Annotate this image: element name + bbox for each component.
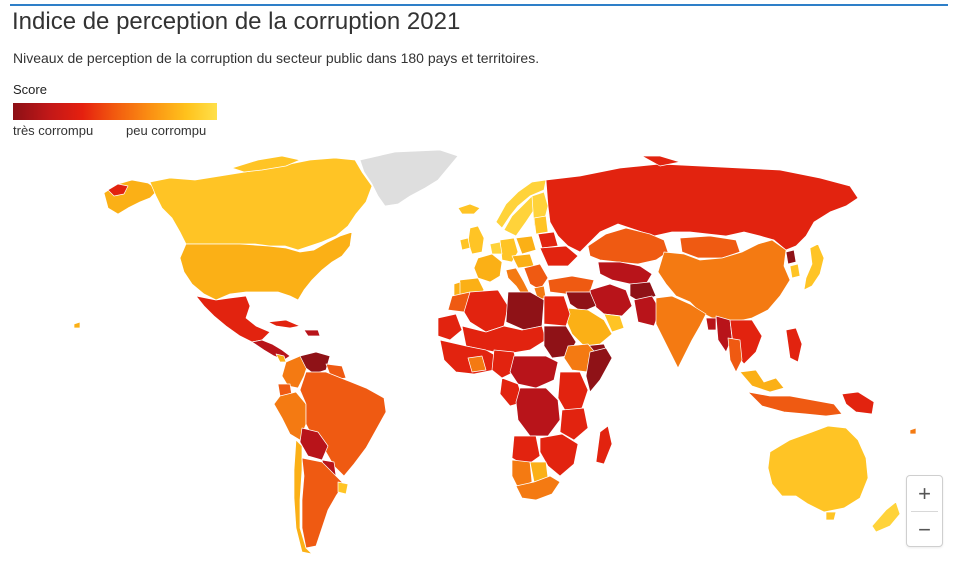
country-ghana-senegal[interactable] (467, 355, 487, 373)
country-iran[interactable] (589, 283, 633, 317)
country-benelux[interactable] (489, 241, 503, 255)
country-russia[interactable] (545, 163, 859, 253)
country-mauritania[interactable] (437, 313, 463, 341)
country-korea-north[interactable] (785, 249, 797, 265)
country-canada-islands[interactable] (231, 155, 301, 173)
country-venezuela[interactable] (299, 351, 331, 375)
country-france[interactable] (473, 253, 503, 283)
country-tanzania[interactable] (559, 407, 589, 441)
country-saudi-arabia[interactable] (565, 307, 613, 347)
country-tasmania[interactable] (825, 511, 837, 521)
country-thailand[interactable] (727, 337, 743, 373)
country-chile[interactable] (293, 439, 313, 555)
island-hawaii[interactable] (73, 321, 81, 329)
country-brazil[interactable] (299, 371, 387, 477)
country-usa[interactable] (179, 231, 353, 301)
country-angola[interactable] (511, 435, 541, 467)
country-poland[interactable] (515, 235, 537, 255)
country-somalia[interactable] (585, 347, 613, 393)
country-mexico[interactable] (195, 295, 271, 343)
country-mongolia[interactable] (679, 235, 741, 259)
zoom-control: + − (906, 475, 943, 547)
country-japan[interactable] (803, 243, 825, 291)
country-iraq-syria[interactable] (565, 291, 597, 313)
country-usa-alaska[interactable] (103, 179, 159, 215)
country-russia-east[interactable] (641, 155, 681, 167)
world-map[interactable] (0, 140, 958, 577)
country-iceland[interactable] (457, 203, 481, 215)
country-papua-new-guinea[interactable] (841, 391, 875, 415)
island-fiji[interactable] (909, 427, 917, 435)
country-india[interactable] (655, 295, 707, 369)
country-belarus[interactable] (537, 231, 559, 249)
country-uruguay[interactable] (337, 481, 349, 495)
country-new-zealand[interactable] (871, 501, 901, 533)
country-egypt[interactable] (543, 295, 571, 327)
country-canada[interactable] (149, 157, 373, 251)
legend-high-label: peu corrompu (126, 123, 207, 138)
page-title: Indice de perception de la corruption 20… (12, 8, 461, 35)
country-uk[interactable] (467, 225, 485, 255)
country-bangladesh[interactable] (705, 317, 717, 331)
country-balkans[interactable] (523, 263, 549, 291)
country-central-asia[interactable] (597, 261, 653, 285)
country-baltics[interactable] (533, 215, 549, 235)
country-china[interactable] (657, 239, 791, 323)
country-argentina[interactable] (301, 457, 345, 549)
country-libya[interactable] (505, 291, 545, 331)
country-drc[interactable] (515, 387, 561, 437)
country-central-africa[interactable] (509, 355, 559, 389)
country-turkey[interactable] (547, 275, 595, 295)
country-zambia-mozambique[interactable] (539, 433, 579, 477)
zoom-out-button[interactable]: − (918, 517, 931, 542)
page-subtitle: Niveaux de perception de la corruption d… (13, 50, 540, 66)
legend-low-label: très corrompu (13, 123, 94, 138)
country-malaysia[interactable] (739, 369, 785, 393)
legend-color-scale (13, 103, 217, 120)
country-algeria[interactable] (463, 289, 509, 333)
country-south-africa[interactable] (515, 475, 561, 501)
country-alaska-tip[interactable] (107, 183, 129, 197)
country-kazakhstan[interactable] (587, 227, 669, 265)
country-ukraine[interactable] (539, 245, 579, 267)
country-ireland[interactable] (459, 237, 471, 251)
country-australia[interactable] (767, 425, 869, 513)
country-madagascar[interactable] (595, 425, 613, 465)
zoom-divider (911, 511, 938, 512)
country-hispaniola[interactable] (303, 329, 321, 337)
country-norway[interactable] (495, 179, 547, 229)
country-korea-south[interactable] (789, 263, 801, 279)
legend-title: Score (13, 82, 47, 97)
header-rule (10, 4, 948, 6)
zoom-in-button[interactable]: + (918, 481, 931, 506)
country-central-europe[interactable] (511, 253, 535, 269)
country-east-africa[interactable] (557, 371, 589, 413)
country-greenland[interactable] (359, 149, 459, 207)
country-gulf-states[interactable] (603, 313, 625, 333)
country-cuba[interactable] (267, 319, 301, 329)
country-philippines[interactable] (785, 327, 803, 363)
country-indonesia[interactable] (747, 391, 843, 417)
